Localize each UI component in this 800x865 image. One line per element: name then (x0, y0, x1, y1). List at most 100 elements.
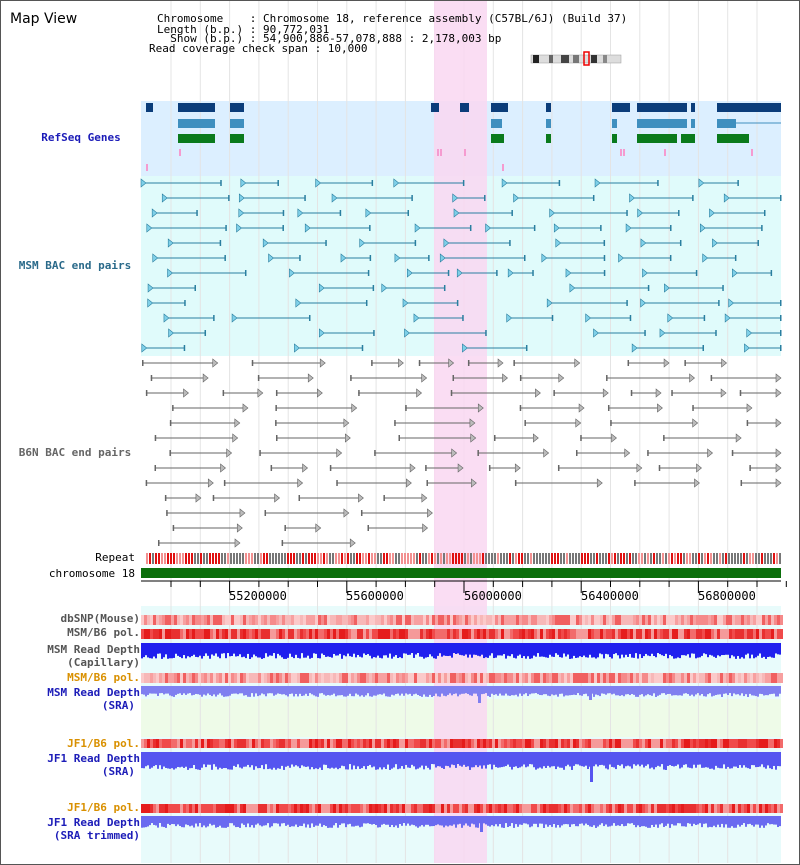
read-depth-bar (207, 686, 209, 694)
polymorphism-heat-cell (432, 629, 435, 639)
polymorphism-heat-cell (564, 804, 567, 813)
polymorphism-heat-cell (534, 804, 537, 813)
polymorphism-heat-cell (690, 615, 693, 625)
polymorphism-heat-cell (669, 673, 672, 683)
b6n-bac-end (610, 420, 612, 426)
track-label-msm-bac[interactable]: MSM BAC end pairs (18, 259, 132, 272)
msm-bac-end (315, 178, 322, 188)
read-depth-bar (505, 686, 507, 694)
polymorphism-heat-cell (228, 739, 231, 748)
polymorphism-heat-cell (738, 615, 741, 625)
read-depth-bar (447, 643, 449, 657)
b6n-bac-end (694, 478, 700, 488)
polymorphism-heat-cell (264, 673, 267, 683)
polymorphism-heat-cell (252, 615, 255, 625)
polymorphism-heat-cell (750, 804, 753, 813)
read-depth-bar (641, 752, 643, 765)
polymorphism-heat-cell (336, 615, 339, 625)
read-depth-bar (247, 643, 249, 654)
polymorphism-heat-cell (711, 804, 714, 813)
msm-bac-end (718, 300, 720, 306)
track-label-msm-b6-pol: MSM/B6 pol. (67, 626, 140, 639)
polymorphism-heat-cell (294, 804, 297, 813)
polymorphism-heat-cell (498, 615, 501, 625)
polymorphism-heat-cell (246, 804, 249, 813)
repeat-mark (335, 553, 337, 564)
read-depth-bar (419, 752, 421, 768)
polymorphism-heat-cell (198, 629, 201, 639)
polymorphism-heat-cell (381, 673, 384, 683)
b6n-bac-end (232, 433, 239, 443)
b6n-bac-end (607, 405, 610, 411)
polymorphism-heat-cell (480, 615, 483, 625)
read-depth-bar (225, 686, 227, 697)
read-depth-bar (149, 643, 151, 659)
read-depth-bar (185, 643, 187, 659)
polymorphism-heat-cell (300, 629, 303, 639)
read-depth-bar (283, 816, 285, 824)
polymorphism-heat-cell (615, 739, 618, 748)
polymorphism-heat-cell (375, 629, 378, 639)
read-depth-bar (693, 816, 695, 824)
msm-bac-end (443, 238, 450, 248)
polymorphism-heat-cell (141, 804, 144, 813)
repeat-mark (521, 553, 523, 564)
polymorphism-heat-cell (771, 804, 774, 813)
polymorphism-heat-cell (735, 804, 738, 813)
read-depth-bar (241, 752, 243, 769)
polymorphism-heat-cell (534, 739, 537, 748)
polymorphism-heat-cell (585, 629, 588, 639)
msm-bac-end (319, 328, 325, 338)
polymorphism-heat-cell (288, 804, 291, 813)
polymorphism-heat-cell (333, 615, 336, 625)
read-depth-bar (345, 643, 347, 657)
read-depth-bar (413, 686, 415, 695)
read-depth-bar (593, 686, 595, 697)
polymorphism-heat-cell (180, 739, 183, 748)
polymorphism-heat-cell (627, 804, 630, 813)
read-depth-bar (717, 686, 719, 695)
polymorphism-heat-cell (243, 673, 246, 683)
polymorphism-heat-cell (549, 804, 552, 813)
read-depth-bar (697, 643, 699, 658)
read-depth-bar (557, 643, 559, 655)
read-depth-bar (559, 686, 561, 694)
polymorphism-heat-cell (345, 673, 348, 683)
polymorphism-heat-cell (360, 629, 363, 639)
msm-bac-end (240, 178, 247, 188)
track-label-b6n-bac[interactable]: B6N BAC end pairs (18, 446, 132, 459)
polymorphism-heat-cell (585, 739, 588, 748)
read-depth-bar (593, 816, 595, 826)
track-label-refseq[interactable]: RefSeq Genes (41, 131, 121, 144)
read-depth-bar (649, 686, 651, 696)
read-depth-bar (193, 643, 195, 655)
read-depth-bar (767, 686, 769, 696)
polymorphism-heat-cell (648, 804, 651, 813)
polymorphism-heat-cell (294, 629, 297, 639)
polymorphism-heat-cell (276, 615, 279, 625)
polymorphism-heat-cell (612, 804, 615, 813)
read-depth-bar (703, 686, 705, 697)
polymorphism-heat-cell (585, 615, 588, 625)
polymorphism-heat-cell (609, 629, 612, 639)
read-depth-bar (177, 643, 179, 656)
read-depth-bar (739, 752, 741, 766)
read-depth-bar (277, 643, 279, 654)
read-depth-bar (633, 686, 635, 695)
polymorphism-heat-cell (369, 673, 372, 683)
polymorphism-heat-cell (492, 615, 495, 625)
b6n-bac-end (315, 523, 322, 533)
polymorphism-heat-cell (153, 615, 156, 625)
read-depth-bar (145, 752, 147, 767)
b6n-bac-end (696, 463, 702, 473)
read-depth-bar (667, 816, 669, 824)
read-depth-bar (207, 643, 209, 656)
read-depth-bar (751, 643, 753, 655)
repeat-mark (524, 553, 526, 564)
read-depth-bar (519, 816, 521, 825)
read-depth-bar (411, 816, 413, 825)
gene-exon (612, 119, 617, 128)
read-depth-bar (393, 752, 395, 768)
read-depth-bar (641, 643, 643, 659)
